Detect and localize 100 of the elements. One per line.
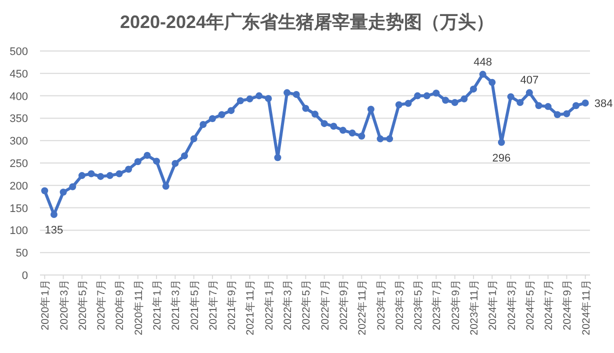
point [274, 154, 282, 162]
x-tick-label: 2022年3月 [282, 279, 294, 330]
point [582, 99, 589, 106]
point [312, 110, 318, 118]
x-tick-label: 2024年7月 [543, 279, 556, 330]
point [218, 111, 226, 118]
data-label: 384 [594, 98, 613, 110]
x-tick-label: 2021年11月 [244, 279, 257, 336]
y-tick-label: 200 [10, 180, 28, 192]
point [116, 170, 123, 178]
x-tick-label: 2023年9月 [450, 279, 462, 330]
x-tick-label: 2022年7月 [319, 279, 332, 330]
point [535, 102, 542, 110]
point [50, 211, 58, 218]
point [208, 115, 216, 122]
x-tick-label: 2023年3月 [394, 279, 406, 330]
x-tick-label: 2023年11月 [468, 279, 480, 336]
point [460, 95, 468, 102]
x-tick-label: 2022年1月 [263, 279, 276, 330]
point [200, 120, 207, 128]
x-tick-label: 2024年3月 [506, 279, 518, 330]
y-tick-label: 450 [10, 68, 28, 80]
point [246, 95, 254, 102]
point [284, 89, 291, 96]
x-tick-label: 2020年1月 [40, 279, 52, 330]
x-tick-label: 2021年7月 [207, 279, 220, 330]
point [395, 101, 402, 108]
point [442, 96, 450, 104]
data-label: 296 [492, 152, 511, 164]
point [41, 187, 48, 194]
point [348, 129, 356, 136]
point [330, 122, 338, 130]
y-tick-label: 350 [10, 113, 28, 126]
point [339, 126, 346, 134]
point [69, 183, 76, 190]
point [88, 170, 95, 178]
point [423, 92, 430, 100]
x-tick-label: 2023年5月 [412, 279, 425, 330]
point [470, 86, 477, 93]
y-tick-label: 50 [16, 248, 28, 260]
y-tick-label: 400 [10, 90, 28, 103]
point [563, 110, 570, 118]
point [302, 104, 310, 112]
point [526, 89, 533, 96]
x-tick-label: 2020年7月 [96, 279, 108, 330]
data-label: 407 [520, 74, 539, 87]
x-tick-label: 2024年11月 [580, 279, 592, 336]
point [292, 90, 300, 98]
point [516, 99, 524, 106]
point [554, 111, 561, 118]
point [451, 99, 458, 106]
data-label: 135 [44, 224, 64, 237]
x-tick-label: 2021年3月 [170, 279, 182, 330]
point [106, 172, 114, 180]
point [162, 182, 170, 190]
y-tick-label: 100 [10, 225, 28, 238]
x-tick-label: 2021年9月 [226, 279, 238, 330]
point [97, 172, 104, 180]
x-tick-label: 2020年5月 [76, 279, 89, 330]
point [498, 138, 505, 146]
point [236, 97, 244, 104]
x-tick-label: 2024年5月 [524, 279, 536, 330]
point [479, 70, 486, 78]
point [432, 90, 440, 97]
point [507, 93, 514, 100]
point [256, 92, 263, 100]
y-tick-label: 300 [10, 136, 28, 148]
x-tick-label: 2020年11月 [132, 279, 145, 336]
y-tick-label: 150 [10, 202, 28, 215]
point [367, 106, 374, 113]
y-tick-label: 250 [10, 158, 28, 170]
x-tick-label: 2022年9月 [338, 279, 350, 330]
x-tick-label: 2023年7月 [431, 279, 444, 330]
point [264, 94, 272, 102]
point [358, 132, 366, 140]
point [320, 120, 328, 128]
point [190, 135, 198, 142]
chart-title: 2020-2024年广东省生猪屠宰量走势图（万头） [120, 12, 494, 32]
x-tick-label: 2020年3月 [58, 279, 70, 330]
point [60, 188, 67, 196]
point [488, 78, 496, 86]
point [228, 107, 235, 114]
x-tick-label: 2021年1月 [152, 279, 164, 330]
x-tick-label: 2023年1月 [375, 279, 388, 330]
data-label: 448 [474, 56, 492, 68]
point [386, 135, 394, 142]
point [414, 92, 422, 100]
x-tick-label: 2020年9月 [114, 279, 126, 330]
point [180, 152, 188, 160]
x-tick-label: 2024年9月 [562, 279, 574, 330]
point [172, 160, 179, 167]
y-tick-label: 500 [10, 46, 28, 58]
point [78, 172, 86, 180]
x-tick-label: 2021年5月 [188, 279, 201, 330]
point [544, 103, 552, 110]
point [153, 158, 160, 165]
x-tick-label: 2022年11月 [356, 279, 369, 336]
point [125, 166, 132, 173]
x-tick-label: 2022年5月 [300, 279, 313, 330]
point [376, 135, 384, 142]
